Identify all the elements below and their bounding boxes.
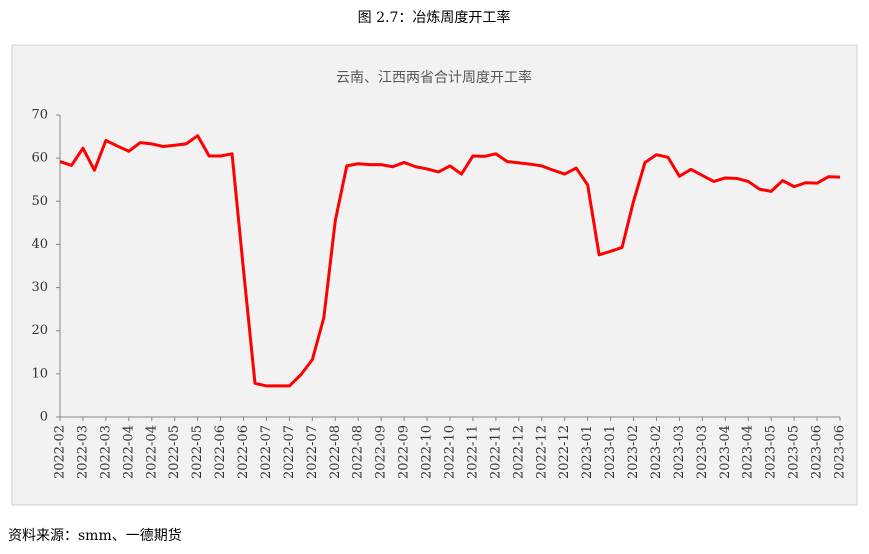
x-tick-label: 2023-06	[810, 425, 825, 479]
x-tick-label: 2022-03	[75, 425, 90, 479]
y-tick-label: 10	[31, 366, 48, 381]
x-tick-label: 2023-01	[603, 425, 618, 479]
x-tick-label: 2022-04	[144, 425, 159, 479]
y-tick-label: 20	[31, 323, 48, 338]
x-tick-label: 2023-01	[580, 425, 595, 479]
x-tick-label: 2023-03	[672, 425, 687, 479]
x-tick-label: 2022-05	[167, 425, 182, 479]
x-tick-label: 2022-07	[305, 425, 320, 479]
y-tick-label: 50	[31, 194, 48, 209]
x-tick-label: 2022-03	[98, 425, 113, 479]
x-tick-label: 2023-06	[833, 425, 848, 479]
x-tick-label: 2022-08	[351, 425, 366, 479]
x-tick-label: 2022-12	[557, 425, 572, 479]
x-tick-label: 2022-12	[534, 425, 549, 479]
x-tick-label: 2022-10	[443, 425, 458, 479]
chart-area	[11, 44, 858, 506]
x-tick-label: 2022-09	[374, 425, 389, 479]
x-tick-label: 2022-12	[511, 425, 526, 479]
line-series	[59, 134, 841, 388]
x-tick-label: 2022-08	[328, 425, 343, 479]
x-tick-label: 2023-03	[695, 425, 710, 479]
x-tick-label: 2023-05	[764, 425, 779, 479]
x-tick-label: 2022-09	[397, 425, 412, 479]
x-tick-label: 2023-04	[718, 425, 733, 479]
y-tick-label: 30	[31, 280, 48, 295]
y-tick-label: 60	[31, 151, 48, 166]
x-tick-label: 2023-04	[741, 425, 756, 479]
x-tick-label: 2023-02	[626, 425, 641, 479]
x-tick-label: 2022-02	[53, 425, 68, 479]
x-tick-label: 2022-06	[236, 425, 251, 479]
x-tick-label: 2022-11	[465, 425, 480, 479]
x-tick-label: 2022-07	[259, 425, 274, 479]
y-tick-label: 70	[31, 108, 48, 123]
source: 资料来源：smm、一德期货	[8, 527, 182, 544]
x-tick-label: 2022-10	[420, 425, 435, 479]
y-tick-label: 0	[40, 410, 48, 425]
x-tick-label: 2023-05	[787, 425, 802, 479]
chart-title: 云南、江西两省合计周度开工率	[336, 69, 532, 86]
x-tick-label: 2022-04	[121, 425, 136, 479]
x-tick-label: 2022-06	[213, 425, 228, 479]
x-tick-label: 2022-11	[488, 425, 503, 479]
x-tick-label: 2022-07	[282, 425, 297, 479]
y-tick-label: 40	[31, 237, 48, 252]
x-tick-label: 2023-02	[649, 425, 664, 479]
x-tick-label: 2022-05	[190, 425, 205, 479]
caption: 图 2.7：冶炼周度开工率	[358, 9, 511, 26]
